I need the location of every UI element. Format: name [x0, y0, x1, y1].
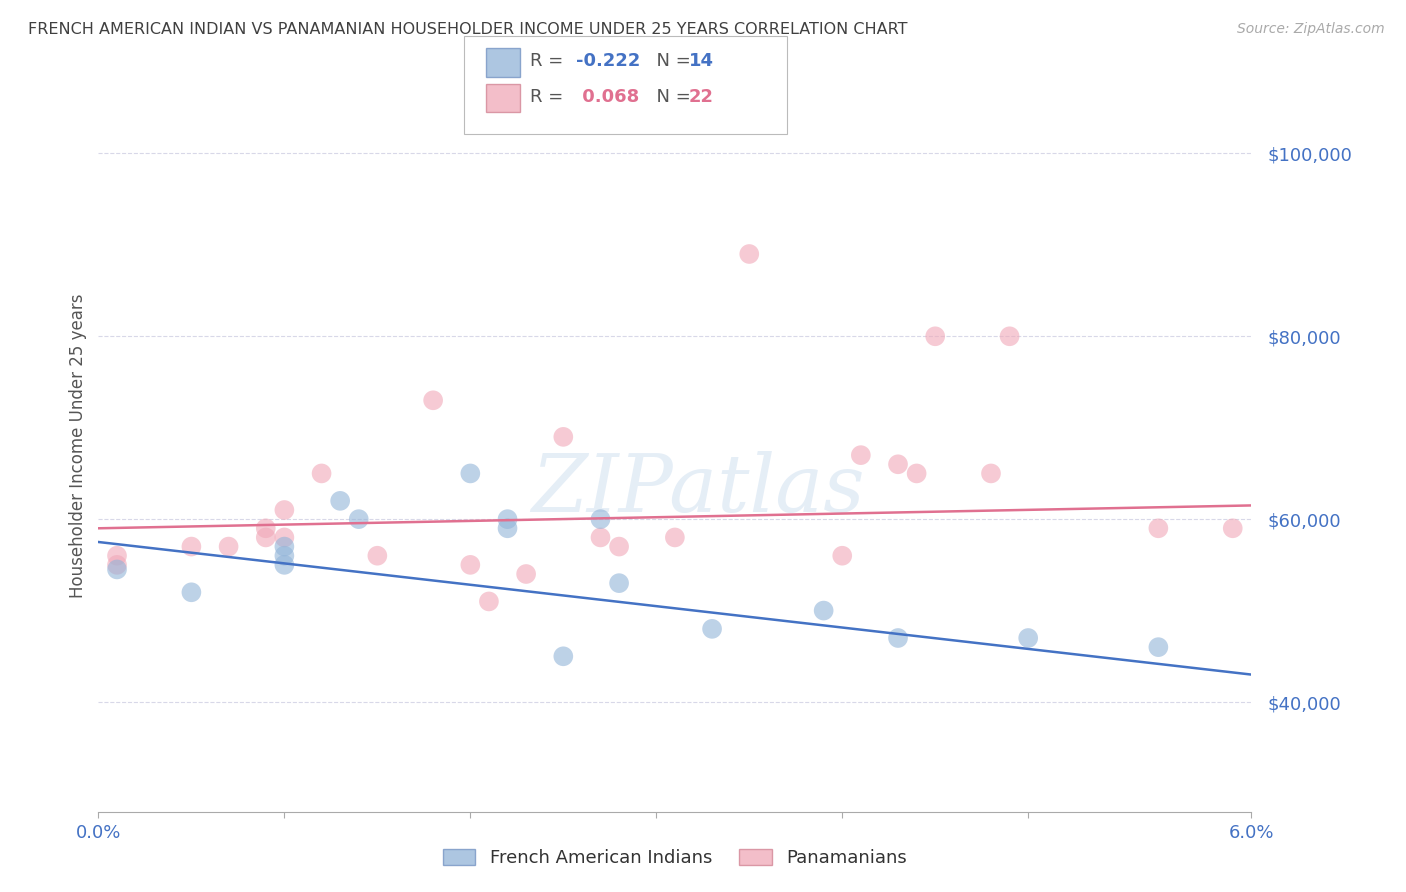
- Point: [700, 622, 723, 636]
- Y-axis label: Householder Income Under 25 years: Householder Income Under 25 years: [69, 293, 87, 599]
- Point: [589, 512, 612, 526]
- Text: 0.068: 0.068: [576, 87, 640, 106]
- Point: [496, 512, 519, 526]
- Point: [887, 631, 910, 645]
- Point: [849, 448, 872, 462]
- Point: [496, 521, 519, 535]
- Point: [589, 530, 612, 544]
- Text: 14: 14: [689, 52, 714, 70]
- Text: N =: N =: [645, 87, 697, 106]
- Point: [273, 503, 295, 517]
- Text: 22: 22: [689, 87, 714, 106]
- Point: [1147, 640, 1170, 655]
- Text: FRENCH AMERICAN INDIAN VS PANAMANIAN HOUSEHOLDER INCOME UNDER 25 YEARS CORRELATI: FRENCH AMERICAN INDIAN VS PANAMANIAN HOU…: [28, 22, 908, 37]
- Point: [105, 549, 128, 563]
- Legend: French American Indians, Panamanians: French American Indians, Panamanians: [434, 839, 915, 876]
- Point: [607, 540, 630, 554]
- Point: [180, 540, 202, 554]
- Point: [273, 540, 295, 554]
- Point: [664, 530, 686, 544]
- Point: [254, 521, 277, 535]
- Text: ZIPatlas: ZIPatlas: [531, 451, 865, 529]
- Point: [422, 393, 444, 408]
- Text: N =: N =: [645, 52, 697, 70]
- Point: [311, 467, 333, 481]
- Point: [460, 467, 482, 481]
- Point: [738, 247, 761, 261]
- Point: [553, 649, 575, 664]
- Point: [460, 558, 482, 572]
- Point: [180, 585, 202, 599]
- Point: [905, 467, 928, 481]
- Text: -0.222: -0.222: [576, 52, 641, 70]
- Point: [273, 558, 295, 572]
- Point: [218, 540, 240, 554]
- Point: [980, 467, 1002, 481]
- Point: [329, 494, 352, 508]
- Point: [831, 549, 853, 563]
- Point: [273, 530, 295, 544]
- Text: Source: ZipAtlas.com: Source: ZipAtlas.com: [1237, 22, 1385, 37]
- Point: [607, 576, 630, 591]
- Point: [273, 549, 295, 563]
- Point: [887, 458, 910, 472]
- Point: [998, 329, 1021, 343]
- Point: [1222, 521, 1244, 535]
- Point: [347, 512, 370, 526]
- Point: [553, 430, 575, 444]
- Point: [105, 558, 128, 572]
- Point: [254, 530, 277, 544]
- Point: [1147, 521, 1170, 535]
- Text: R =: R =: [530, 52, 569, 70]
- Point: [1017, 631, 1039, 645]
- Text: R =: R =: [530, 87, 569, 106]
- Point: [478, 594, 501, 608]
- Point: [924, 329, 946, 343]
- Point: [813, 604, 835, 618]
- Point: [366, 549, 388, 563]
- Point: [515, 567, 537, 582]
- Point: [105, 562, 128, 576]
